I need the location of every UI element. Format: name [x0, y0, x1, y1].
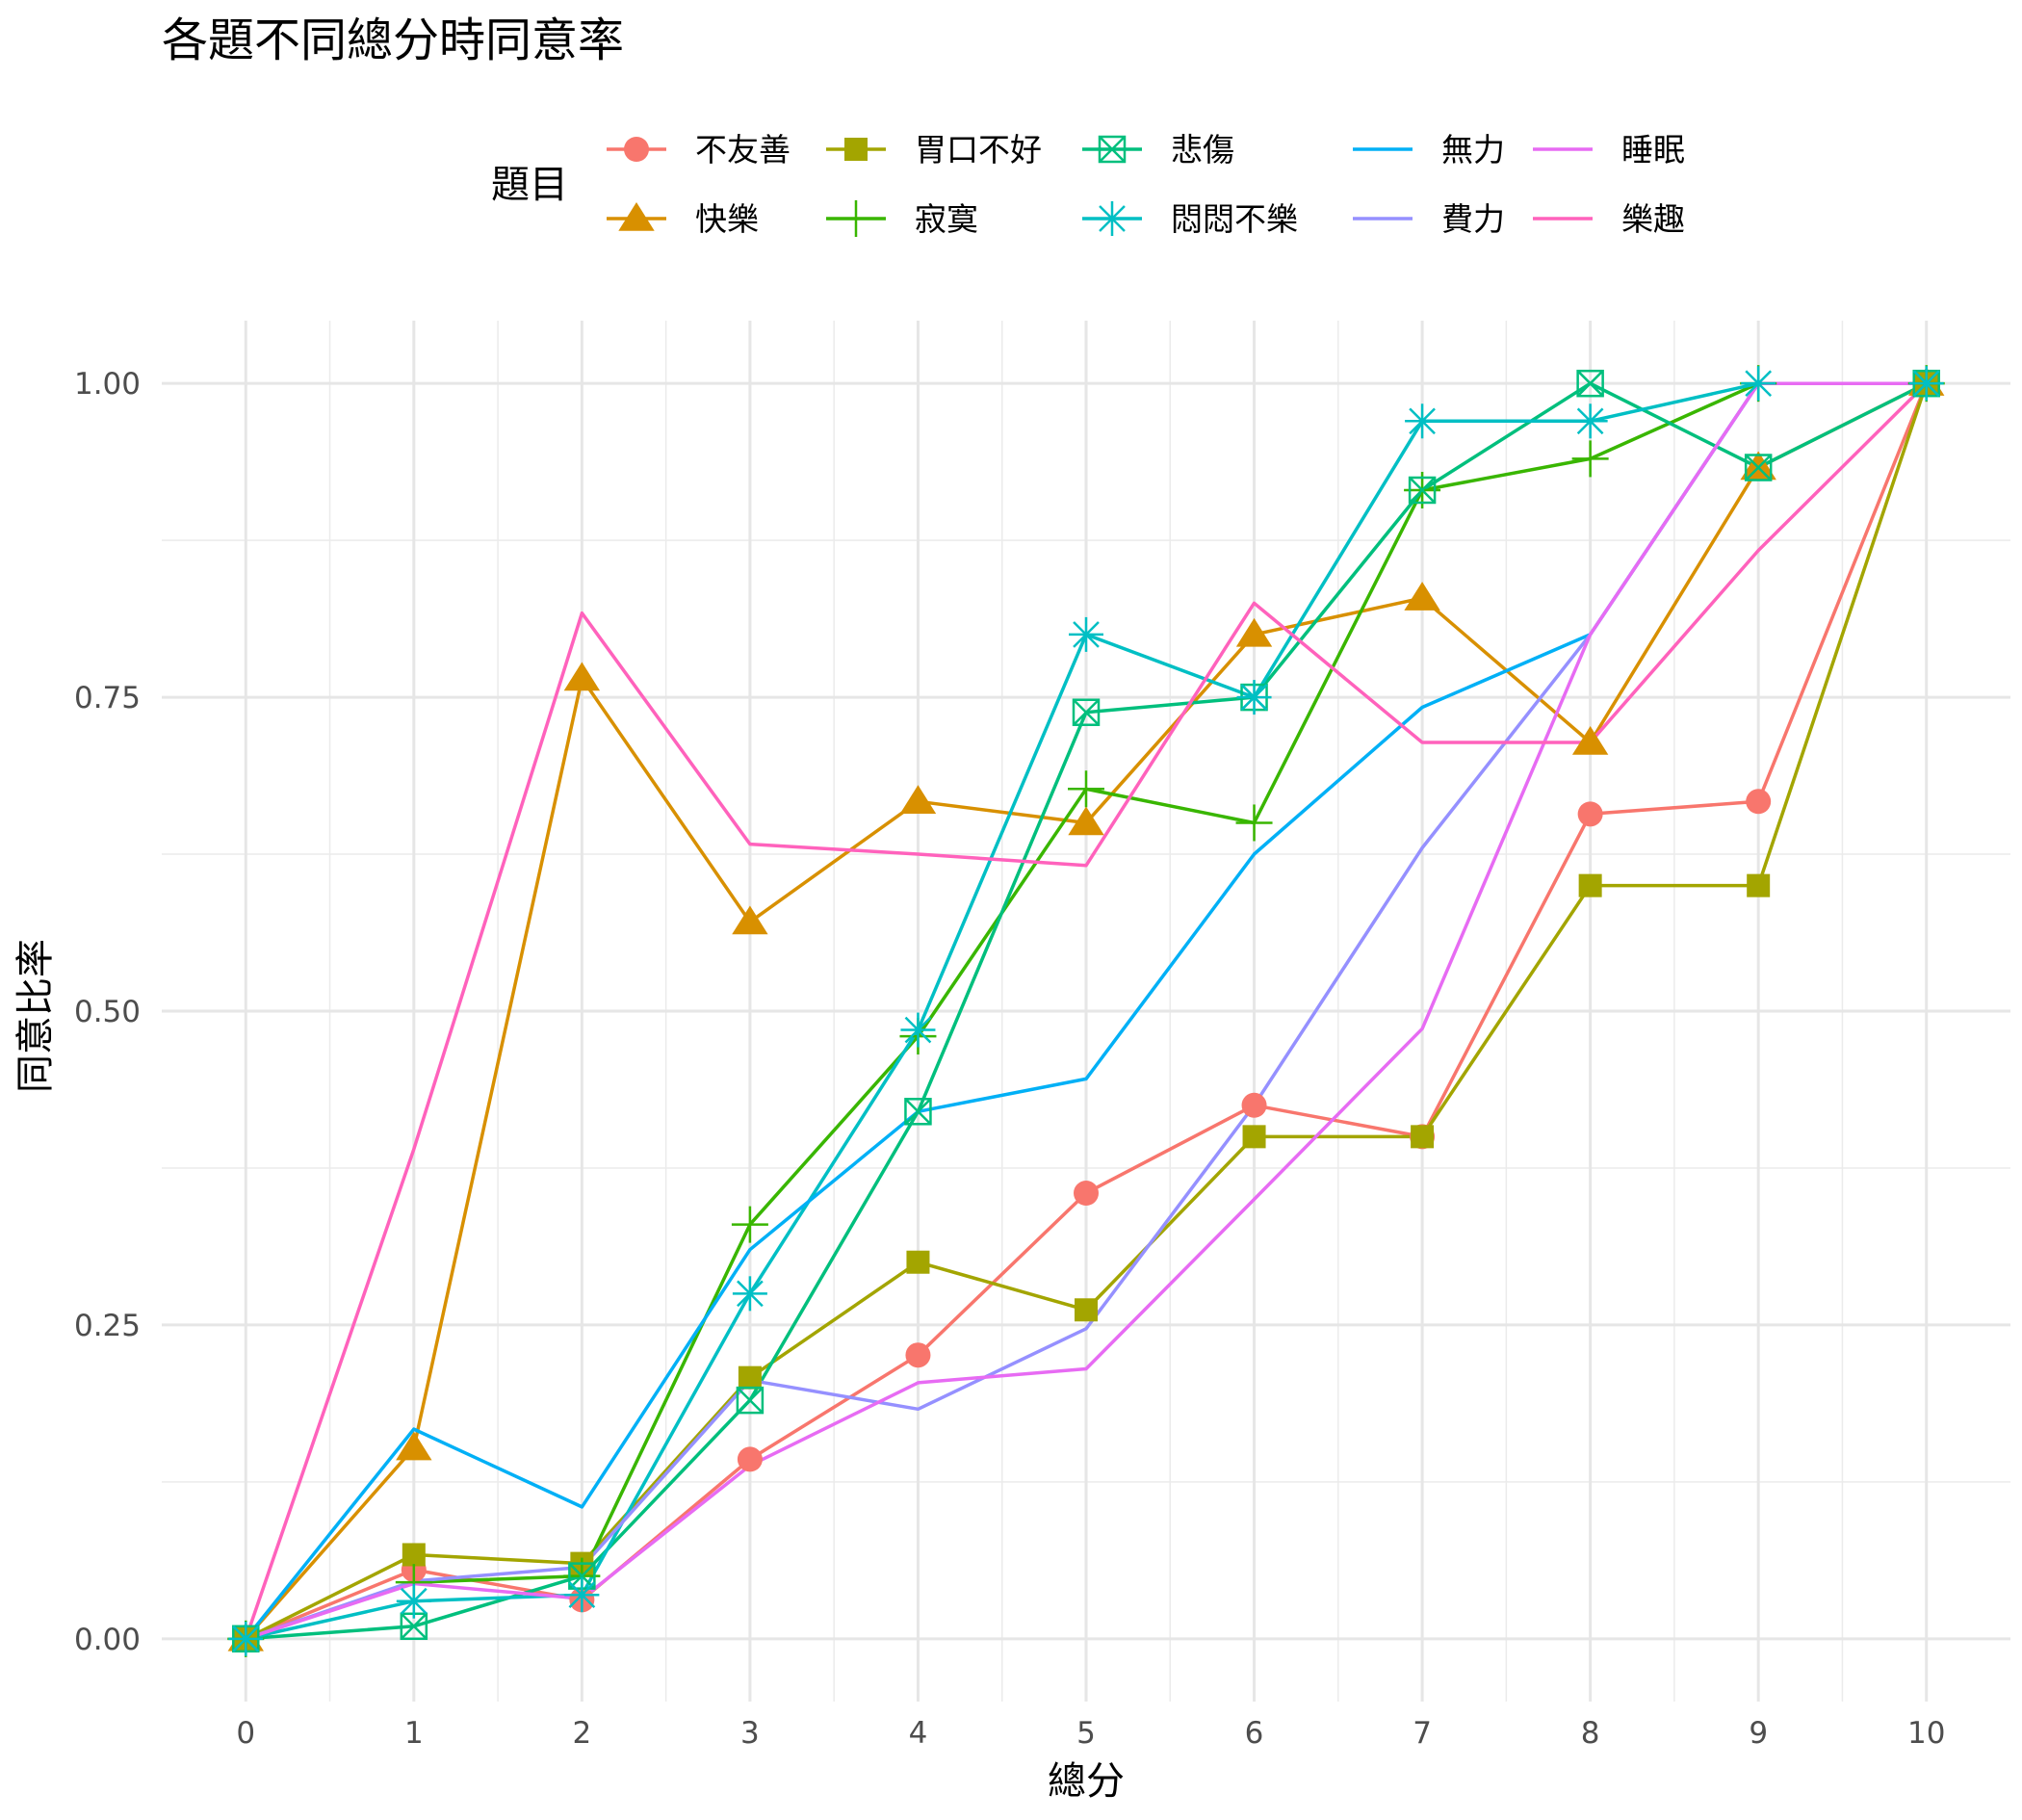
marker-square	[738, 1365, 762, 1390]
marker-plus	[1571, 440, 1609, 478]
x-tick-label: 3	[740, 1716, 760, 1751]
legend-label: 悶悶不樂	[1171, 200, 1298, 238]
marker-square	[1411, 1125, 1435, 1149]
marker-plus	[1068, 770, 1104, 808]
y-tick-label: 1.00	[74, 367, 141, 402]
legend-item: 快樂	[607, 200, 759, 238]
marker-square	[1242, 1125, 1266, 1149]
x-axis-label: 總分	[1048, 1759, 1125, 1804]
marker-circle	[1577, 801, 1603, 827]
x-tick-label: 8	[1581, 1716, 1600, 1751]
legend-label: 悲傷	[1171, 131, 1234, 169]
y-axis-label: 同意比率	[13, 939, 58, 1093]
marker-square-x	[904, 1098, 932, 1126]
marker-triangle	[899, 785, 937, 815]
marker-asterisk	[1572, 403, 1608, 439]
x-tick-label: 10	[1907, 1716, 1945, 1751]
x-axis: 0 1 2 3 4 5 6 7 8 9 10	[236, 1716, 1945, 1751]
x-tick-label: 7	[1413, 1716, 1432, 1751]
marker-square	[402, 1543, 426, 1567]
marker-triangle	[1068, 806, 1104, 836]
legend-label: 樂趣	[1621, 200, 1685, 238]
y-axis: 0.00 0.25 0.50 0.75 1.00	[74, 367, 141, 1657]
marker-circle	[905, 1342, 931, 1368]
marker-asterisk	[732, 1276, 767, 1312]
x-tick-label: 1	[404, 1716, 424, 1751]
marker-circle	[1074, 1181, 1099, 1207]
marker-asterisk	[1741, 366, 1776, 402]
marker-square	[906, 1250, 930, 1274]
x-tick-label: 9	[1749, 1716, 1768, 1751]
marker-asterisk	[1069, 616, 1103, 652]
marker-circle	[624, 137, 649, 162]
chart-title: 各題不同總分時同意率	[162, 13, 624, 67]
marker-square-x	[568, 1562, 596, 1590]
x-tick-label: 2	[572, 1716, 591, 1751]
legend-item: 悲傷	[1082, 131, 1234, 169]
legend-label: 睡眠	[1621, 131, 1685, 169]
marker-triangle	[618, 202, 655, 231]
marker-square	[1747, 873, 1771, 897]
legend-item: 無力	[1353, 131, 1505, 169]
marker-square	[1075, 1298, 1098, 1322]
legend-label: 胃口不好	[915, 131, 1042, 169]
legend-label: 寂寞	[915, 200, 978, 238]
legend-item: 費力	[1353, 200, 1505, 238]
marker-asterisk	[900, 1012, 936, 1048]
marker-triangle	[1571, 726, 1609, 755]
marker-triangle	[1404, 582, 1440, 611]
marker-square-x	[1408, 476, 1437, 505]
legend-item: 睡眠	[1533, 131, 1685, 169]
marker-square	[844, 138, 868, 161]
series-line-8	[245, 381, 1927, 1641]
marker-triangle	[732, 905, 768, 935]
marker-asterisk	[1405, 403, 1440, 439]
legend-item: 寂寞	[826, 200, 978, 238]
legend-item: 悶悶不樂	[1082, 200, 1298, 238]
legend-item: 胃口不好	[826, 131, 1042, 169]
legend-title: 題目	[491, 163, 568, 207]
y-tick-label: 0.25	[74, 1309, 141, 1343]
y-tick-label: 0.50	[74, 995, 141, 1029]
series-line-9	[244, 381, 1928, 1640]
marker-asterisk	[396, 1583, 431, 1619]
legend-item: 樂趣	[1533, 200, 1685, 238]
marker-circle	[1746, 789, 1772, 815]
marker-asterisk	[1236, 680, 1272, 715]
marker-triangle	[396, 1431, 432, 1461]
series-markers	[227, 365, 1945, 1657]
marker-triangle	[1235, 617, 1273, 647]
marker-asterisk	[1095, 201, 1129, 236]
legend-label: 快樂	[695, 200, 759, 238]
y-tick-label: 0.75	[74, 681, 141, 715]
marker-plus	[1235, 804, 1273, 842]
legend-label: 不友善	[695, 131, 791, 169]
legend-label: 無力	[1441, 131, 1505, 169]
marker-circle	[737, 1446, 763, 1472]
marker-square	[1578, 873, 1602, 897]
legend-label: 費力	[1441, 200, 1505, 238]
marker-plus	[838, 200, 874, 237]
marker-asterisk	[1908, 366, 1944, 402]
x-tick-label: 4	[909, 1716, 928, 1751]
marker-square-x	[1576, 369, 1604, 398]
marker-triangle	[563, 662, 601, 691]
marker-asterisk	[564, 1577, 600, 1613]
marker-square-x	[1098, 135, 1127, 164]
marker-square-x	[1744, 454, 1773, 481]
x-tick-label: 0	[236, 1716, 255, 1751]
marker-plus	[731, 1206, 768, 1243]
grid	[162, 321, 2010, 1702]
marker-asterisk	[228, 1621, 264, 1656]
marker-square-x	[736, 1386, 765, 1415]
y-tick-label: 0.00	[74, 1623, 141, 1657]
legend-item: 不友善	[607, 131, 791, 169]
marker-triangle	[1740, 451, 1776, 481]
x-tick-label: 6	[1245, 1716, 1264, 1751]
marker-square-x	[1072, 698, 1101, 726]
x-tick-label: 5	[1076, 1716, 1096, 1751]
marker-circle	[1241, 1092, 1267, 1118]
